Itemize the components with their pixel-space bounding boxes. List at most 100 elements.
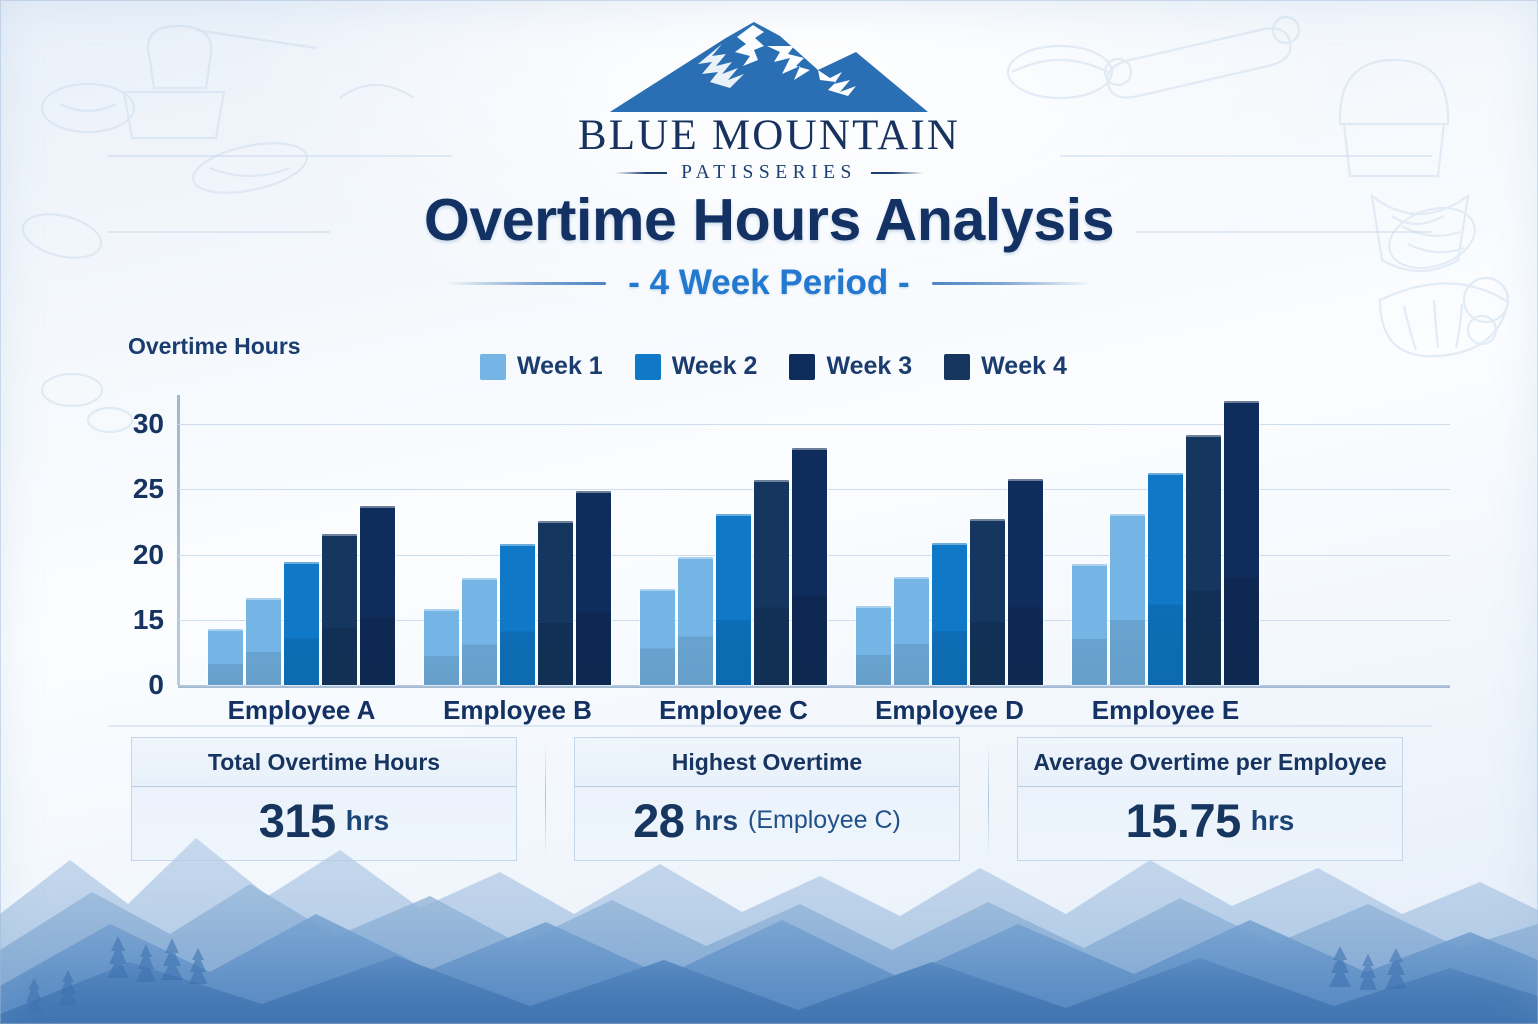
y-axis-tick-label: 20 (132, 538, 164, 570)
bar-employee-b-week-4[interactable] (538, 520, 573, 685)
stat-card-average-overtime-per-employee: Average Overtime per Employee 15.75 hrs (1017, 737, 1403, 861)
legend-swatch-icon (634, 353, 661, 380)
brand-tagline: PATISSERIES (681, 161, 857, 183)
bar-employee-d-week-3[interactable] (932, 542, 967, 685)
legend-label: Week 3 (826, 352, 913, 380)
bar-highlight (970, 519, 1005, 522)
y-axis-tick-label: 0 (148, 669, 164, 700)
subtitle-rule-left (446, 281, 607, 285)
bar-employee-a-week-2[interactable] (246, 597, 281, 685)
plot-area: 0 15 20 25 30 Employee A Employee B Employee C E… (133, 395, 1450, 725)
bar-highlight (754, 480, 789, 483)
bar-highlight (1224, 400, 1259, 403)
legend-label: Week 2 (671, 352, 758, 380)
bar-employee-b-week-2[interactable] (462, 578, 497, 685)
x-axis-label-employee-b: Employee B (443, 695, 592, 725)
x-axis-label-employee-e: Employee E (1091, 695, 1240, 725)
brand-name: BLUE MOUNTAIN (577, 112, 961, 159)
bar-employee-e-week-2[interactable] (1110, 514, 1145, 685)
bar-employee-c-week-1[interactable] (640, 588, 675, 685)
bar-group (640, 447, 830, 685)
stat-card-value: 28 (633, 794, 685, 847)
bar-highlight (716, 514, 751, 517)
page-title: Overtime Hours Analysis (423, 187, 1115, 253)
bar-employee-d-week-1[interactable] (856, 605, 891, 685)
bar-employee-a-week-4[interactable] (322, 533, 357, 685)
stat-card-label: Total Overtime Hours (132, 738, 516, 787)
bar-highlight (1072, 563, 1107, 566)
bar-employee-b-week-1[interactable] (424, 609, 459, 685)
stat-card-label: Highest Overtime (575, 738, 959, 787)
bar-chart: Overtime Hours Week 1 Week 2 Week 3 Week 4 … (0, 320, 1538, 725)
stat-card-highest-overtime: Highest Overtime 28 hrs (Employee C) (574, 737, 960, 861)
bar-employee-c-week-5[interactable] (792, 447, 827, 685)
stat-card-value: 315 (258, 794, 336, 847)
legend-swatch-icon (480, 353, 506, 380)
bar-highlight (246, 597, 281, 600)
bar-highlight (792, 447, 827, 450)
legend-item-week-3[interactable]: Week 3 (789, 352, 912, 381)
stat-card-body: 315 hrs (132, 787, 516, 860)
summary-stats: Total Overtime Hours 315 hrs Highest Overti… (131, 737, 1403, 861)
axis-baseline: 0 (148, 669, 1450, 700)
bar-group (208, 506, 398, 685)
page-subtitle: - 4 Week Period - (628, 263, 910, 302)
legend-item-week-2[interactable]: Week 2 (634, 352, 758, 381)
stat-card-unit: hrs (694, 804, 739, 836)
bar-highlight (462, 578, 497, 581)
legend-item-week-4[interactable]: Week 4 (944, 352, 1067, 381)
brand-rule-left (615, 171, 668, 174)
legend-label: Week 4 (981, 352, 1067, 380)
y-axis-tick-label: 25 (132, 473, 164, 505)
bar-employee-e-week-5[interactable] (1224, 400, 1259, 685)
bar-employee-e-week-3[interactable] (1148, 472, 1183, 685)
bar-highlight (1110, 514, 1145, 517)
bar-employee-e-week-1[interactable] (1072, 563, 1107, 685)
bar-group (1072, 400, 1262, 685)
bar-employee-a-week-1[interactable] (208, 628, 243, 685)
brand-rule-right (870, 171, 923, 174)
brand-logo: BLUE MOUNTAIN PATISSERIES (0, 22, 1538, 184)
bar-group (424, 490, 614, 685)
y-axis-tick-label: 30 (132, 408, 164, 440)
bar-highlight (1186, 434, 1221, 437)
bar-highlight (208, 628, 243, 631)
bar-highlight (1008, 479, 1043, 482)
bar-highlight (500, 544, 535, 547)
stat-card-total-overtime-hours: Total Overtime Hours 315 hrs (131, 737, 517, 861)
bar-highlight (360, 506, 395, 509)
bar-employee-d-week-4[interactable] (970, 519, 1005, 685)
subtitle-rule-right (931, 281, 1092, 285)
bar-highlight (538, 520, 573, 523)
bar-employee-a-week-3[interactable] (284, 562, 319, 685)
stat-card-label: Average Overtime per Employee (1018, 738, 1402, 787)
bar-employee-d-week-2[interactable] (894, 576, 929, 685)
bar-employee-b-week-5[interactable] (576, 490, 611, 685)
bar-highlight (322, 533, 357, 536)
legend-swatch-icon (944, 353, 971, 380)
bar-highlight (932, 542, 967, 545)
x-axis-label-employee-c: Employee C (659, 695, 808, 725)
bar-highlight (284, 562, 319, 565)
stat-card-unit: hrs (1250, 804, 1295, 836)
bar-employee-b-week-3[interactable] (500, 544, 535, 685)
bar-highlight (576, 490, 611, 493)
bar-employee-c-week-2[interactable] (678, 557, 713, 685)
bar-employee-e-week-4[interactable] (1186, 434, 1221, 685)
x-axis-label-employee-d: Employee D (875, 695, 1024, 725)
bar-group (856, 479, 1046, 685)
mountain-peak-icon (610, 22, 928, 112)
legend-item-week-1[interactable]: Week 1 (480, 352, 603, 381)
bar-highlight (856, 605, 891, 608)
stat-card-body: 28 hrs (Employee C) (575, 787, 959, 860)
x-axis-label-employee-a: Employee A (227, 695, 376, 725)
stat-card-body: 15.75 hrs (1018, 787, 1402, 860)
bar-employee-c-week-4[interactable] (754, 480, 789, 685)
gridline: 30 (133, 408, 1450, 439)
bar-employee-d-week-5[interactable] (1008, 479, 1043, 685)
bar-highlight (424, 609, 459, 612)
y-axis-line (177, 395, 180, 685)
bar-employee-a-week-5[interactable] (360, 506, 395, 685)
bar-employee-c-week-3[interactable] (716, 514, 751, 685)
